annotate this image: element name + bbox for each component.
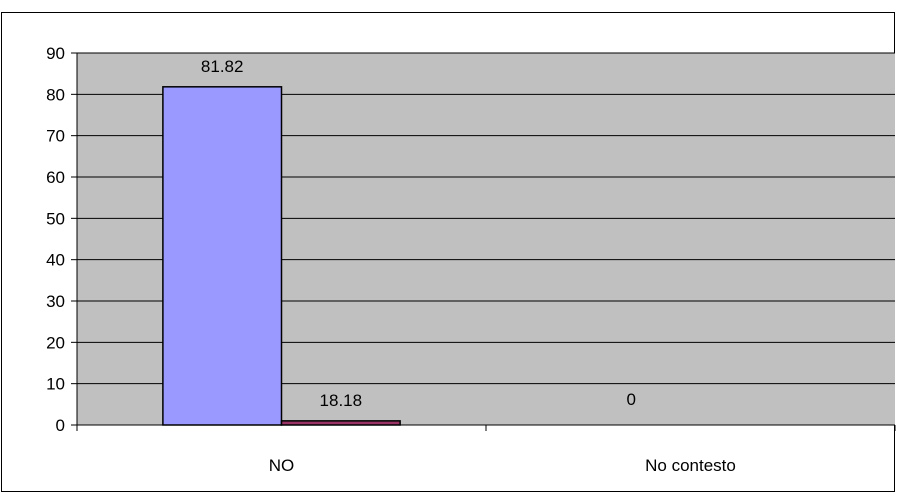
data-label: 18.18 — [320, 391, 363, 410]
y-tick-label: 40 — [46, 251, 65, 270]
data-label: 0 — [626, 390, 635, 409]
bar — [280, 420, 401, 426]
y-tick-label: 10 — [46, 375, 65, 394]
y-tick-label: 50 — [46, 209, 65, 228]
bars — [162, 86, 401, 426]
bar — [162, 86, 283, 426]
y-tick-label: 30 — [46, 292, 65, 311]
x-tick-label: No contesto — [645, 456, 736, 475]
bar-chart: 0 10 20 30 40 50 60 70 80 90 NO No contesto 81.82 18… — [46, 44, 896, 475]
y-tick-label: 80 — [46, 85, 65, 104]
y-tick-label: 90 — [46, 44, 65, 63]
data-label: 81.82 — [201, 57, 244, 76]
y-tick-label: 20 — [46, 333, 65, 352]
x-tick-label: NO — [269, 456, 295, 475]
y-tick-label: 60 — [46, 168, 65, 187]
axes: 0 10 20 30 40 50 60 70 80 90 NO No contesto — [46, 44, 896, 475]
labels: 81.82 18.18 0 — [201, 57, 636, 410]
y-tick-label: 70 — [46, 127, 65, 146]
y-tick-label: 0 — [56, 416, 65, 435]
chart-frame: 0 10 20 30 40 50 60 70 80 90 NO No contesto 81.82 18… — [1, 12, 896, 492]
